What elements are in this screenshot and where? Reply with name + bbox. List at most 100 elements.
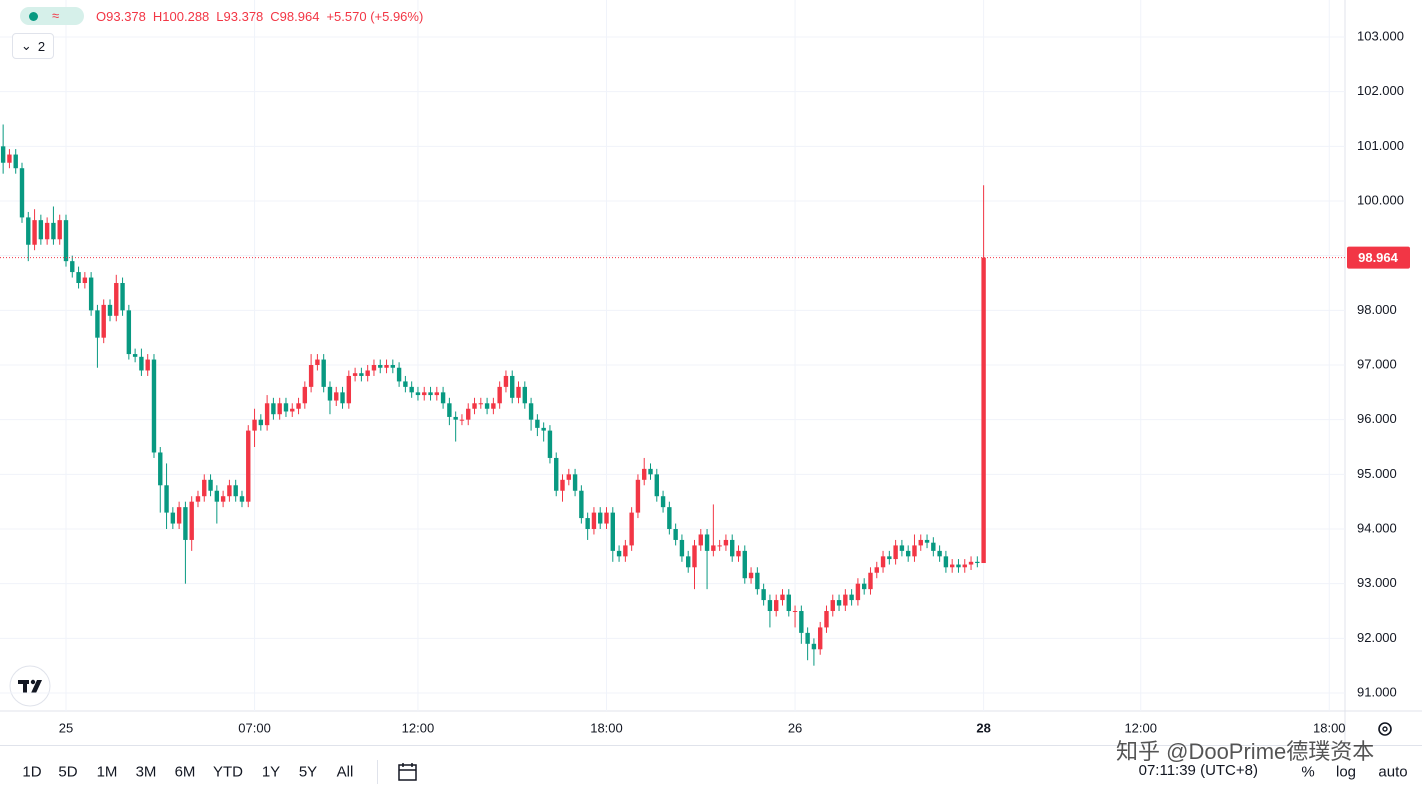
candle-body <box>19 168 25 218</box>
candle-body <box>717 545 722 547</box>
candle-body <box>855 583 861 601</box>
x-tick-label: 12:00 <box>1124 720 1157 735</box>
date-range-icon[interactable] <box>397 761 419 783</box>
candle-body <box>434 392 440 396</box>
candle-body <box>440 392 446 404</box>
candle-body <box>817 627 823 650</box>
status-pill[interactable]: ≈ <box>20 7 84 25</box>
candle-body <box>843 594 848 606</box>
ohlc-values: O93.378 H100.288 L93.378 C98.964 +5.570 (+5.… <box>96 9 423 24</box>
clock: 07:11:39 (UTC+8) <box>1138 762 1258 779</box>
candle-body <box>70 261 75 273</box>
candle-body <box>698 534 703 546</box>
candle-body <box>82 277 88 284</box>
candle-body <box>0 146 6 163</box>
candle-body <box>308 365 314 387</box>
y-tick-label: 93.000 <box>1357 575 1397 590</box>
candle-body <box>667 507 672 530</box>
legend: ≈ O93.378 H100.288 L93.378 C98.964 +5.570 (+… <box>20 6 423 26</box>
range-button[interactable]: 1D <box>22 763 42 781</box>
y-tick-label: 97.000 <box>1357 356 1397 371</box>
range-button[interactable]: 1M <box>96 763 118 781</box>
candle-body <box>57 220 62 240</box>
candle-body <box>359 373 364 376</box>
watermark: 知乎 @DooPrime德璞资本 <box>1116 739 1375 764</box>
range-button[interactable]: 6M <box>174 763 196 781</box>
range-button[interactable]: YTD <box>213 763 243 781</box>
scale-option[interactable]: log <box>1335 763 1357 781</box>
range-button[interactable]: 1Y <box>261 763 281 781</box>
scale-option[interactable]: auto <box>1378 763 1408 781</box>
candle-body <box>730 539 735 557</box>
separator <box>377 760 378 784</box>
candle-body <box>26 217 31 245</box>
candle-body <box>132 354 138 357</box>
candle-body <box>874 567 879 573</box>
candle-body <box>246 430 251 502</box>
scale-option[interactable]: % <box>1301 763 1315 781</box>
candle-body <box>114 283 119 316</box>
ohlc-value: 93.378 <box>106 8 146 24</box>
candle-body <box>579 490 584 519</box>
ohlc-item: O93.378 <box>96 9 146 24</box>
indicator-count: 2 <box>37 38 46 54</box>
last-price-label: 98.964 <box>1358 250 1399 265</box>
x-tick-label: 28 <box>976 720 990 735</box>
range-button[interactable]: All <box>336 763 354 781</box>
candle-body <box>924 539 930 543</box>
candle-body <box>981 257 986 564</box>
indicator-toggle[interactable]: ⌄ 2 <box>12 33 54 59</box>
candle-body <box>635 479 641 513</box>
candle-body <box>126 310 132 355</box>
candle-body <box>742 550 747 579</box>
candle-body <box>541 427 546 431</box>
candle-body <box>484 403 490 409</box>
candle-body <box>654 474 659 497</box>
candle-body <box>893 545 898 560</box>
candle-body <box>755 572 760 590</box>
candle-body <box>861 583 867 590</box>
candle-body <box>830 600 835 612</box>
ohlc-label: H <box>152 8 163 24</box>
candle-body <box>220 496 226 502</box>
y-tick-label: 101.000 <box>1357 138 1404 153</box>
candle-body <box>151 359 157 453</box>
candle-body <box>811 643 817 650</box>
y-tick-label: 96.000 <box>1357 411 1397 426</box>
candle-body <box>598 512 603 524</box>
ohlc-label: O <box>96 8 107 24</box>
x-tick-label: 12:00 <box>402 720 435 735</box>
candle-body <box>277 403 282 415</box>
candle-body <box>585 518 590 530</box>
candle-body <box>371 365 377 371</box>
candle-body <box>937 550 942 557</box>
candle-body <box>868 572 873 590</box>
range-button[interactable]: 5Y <box>298 763 318 781</box>
candle-body <box>623 545 628 557</box>
candle-body <box>164 485 169 513</box>
ohlc-item: H100.288 <box>153 9 209 24</box>
settings-icon[interactable] <box>1378 722 1392 736</box>
candle-body <box>327 386 333 401</box>
candle-body <box>547 430 553 458</box>
change-value: +5.570 <box>326 8 367 24</box>
candle-body <box>158 452 163 486</box>
candle-body <box>497 386 502 404</box>
ohlc-value: 93.378 <box>223 8 264 24</box>
candle-body <box>704 534 710 551</box>
range-button[interactable]: 5D <box>58 763 78 781</box>
candle-body <box>340 392 345 404</box>
ohlc-label: L <box>216 8 224 24</box>
candle-body <box>334 392 339 401</box>
candle-body <box>535 419 540 428</box>
candle-body <box>321 359 326 387</box>
candle-body <box>912 545 917 557</box>
y-tick-label: 100.000 <box>1357 192 1404 207</box>
candle-body <box>76 272 81 284</box>
range-button[interactable]: 3M <box>135 763 157 781</box>
candle-body <box>786 594 791 612</box>
candle-body <box>472 403 477 409</box>
candle-body <box>711 545 716 551</box>
candle-body <box>453 416 458 420</box>
change-percent: (+5.96%) <box>370 8 424 24</box>
